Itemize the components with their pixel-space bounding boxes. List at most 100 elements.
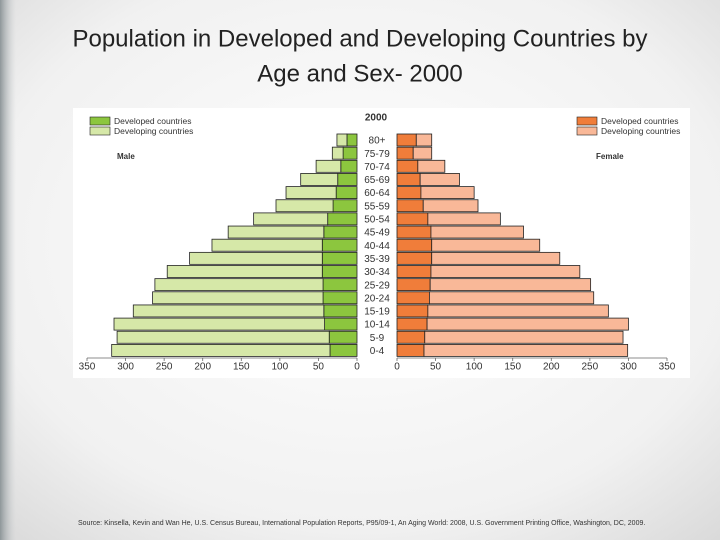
bar — [423, 343, 629, 357]
bar — [396, 330, 426, 344]
age-label: 0-4 — [370, 346, 385, 357]
x-tick-label: 50 — [430, 362, 442, 373]
bar — [323, 304, 358, 318]
bar — [396, 265, 432, 278]
bar — [419, 173, 460, 186]
legend-swatch — [576, 126, 598, 136]
bar — [396, 343, 425, 357]
bar — [285, 186, 337, 200]
age-label: 60-64 — [364, 188, 390, 199]
x-tick-label: 150 — [504, 362, 521, 373]
bar — [428, 291, 595, 305]
bar — [328, 330, 358, 344]
bar — [412, 146, 433, 160]
bar — [396, 225, 432, 239]
chart-subtitle: 2000 — [365, 113, 388, 124]
age-label: 35-39 — [364, 254, 390, 265]
bar — [315, 159, 342, 173]
x-tick-label: 50 — [313, 362, 325, 373]
legend-label: Developed countries — [114, 116, 192, 126]
bar — [396, 304, 429, 318]
bar — [396, 159, 419, 173]
bar — [422, 199, 479, 213]
age-label: 40-44 — [364, 241, 390, 252]
bar — [340, 159, 358, 173]
legend-label: Developed countries — [601, 116, 679, 126]
x-tick-label: 200 — [194, 362, 211, 373]
bar — [300, 173, 339, 186]
bar — [111, 343, 331, 357]
bar — [415, 133, 433, 147]
x-tick-label: 300 — [620, 362, 637, 373]
bar — [331, 146, 344, 160]
x-tick-label: 250 — [156, 362, 173, 373]
bar — [431, 238, 541, 252]
x-tick-label: 100 — [272, 362, 289, 373]
bar — [321, 238, 358, 252]
age-label: 45-49 — [364, 228, 390, 239]
bar — [396, 133, 417, 147]
bar — [396, 251, 433, 265]
bar — [396, 291, 430, 305]
bar — [396, 278, 431, 292]
slide-title: Age and Sex- 2000 — [257, 60, 463, 87]
bar — [424, 330, 624, 344]
bar — [324, 317, 358, 331]
age-label: 70-74 — [364, 162, 390, 173]
bar — [275, 199, 334, 213]
slide-title: Population in Developed and Developing C… — [72, 25, 647, 52]
bar — [417, 159, 446, 173]
edge-strip — [0, 0, 16, 540]
age-label: 25-29 — [364, 280, 390, 291]
bar — [321, 251, 358, 265]
bar — [323, 225, 358, 239]
bar — [396, 173, 421, 186]
x-tick-label: 250 — [582, 362, 599, 373]
bar — [396, 199, 424, 213]
x-tick-label: 300 — [117, 362, 134, 373]
bar — [327, 212, 358, 226]
bar — [396, 186, 422, 200]
bar — [420, 186, 475, 200]
x-tick-label: 100 — [466, 362, 483, 373]
legend-swatch — [576, 116, 598, 126]
bar — [342, 146, 358, 160]
bar — [430, 265, 581, 278]
age-label: 55-59 — [364, 201, 390, 212]
bar — [116, 330, 330, 344]
bar — [430, 225, 524, 239]
x-tick-label: 0 — [394, 362, 400, 373]
bar — [211, 238, 323, 252]
bar — [431, 251, 561, 265]
legend-label: Developing countries — [601, 126, 680, 136]
x-tick-label: 350 — [79, 362, 96, 373]
legend-label: Developing countries — [114, 126, 193, 136]
age-label: 50-54 — [364, 215, 390, 226]
bar — [396, 212, 429, 226]
bar — [336, 133, 348, 147]
x-tick-label: 0 — [354, 362, 360, 373]
age-label: 5-9 — [370, 333, 385, 344]
bar — [427, 304, 609, 318]
age-label: 75-79 — [364, 149, 390, 160]
bar — [166, 265, 323, 278]
side-label: Male — [117, 152, 135, 161]
age-label: 10-14 — [364, 320, 390, 331]
bar — [322, 291, 358, 305]
bar — [253, 212, 329, 226]
bar — [329, 343, 358, 357]
bar — [429, 278, 592, 292]
side-label: Female — [596, 152, 624, 161]
bar — [152, 291, 324, 305]
bar — [346, 133, 358, 147]
bar — [396, 317, 428, 331]
legend-swatch — [89, 116, 111, 126]
age-label: 80+ — [369, 136, 386, 147]
bar — [427, 212, 501, 226]
age-label: 65-69 — [364, 175, 390, 186]
bar — [189, 251, 323, 265]
age-label: 30-34 — [364, 267, 390, 278]
x-tick-label: 350 — [659, 362, 676, 373]
bar — [335, 186, 358, 200]
